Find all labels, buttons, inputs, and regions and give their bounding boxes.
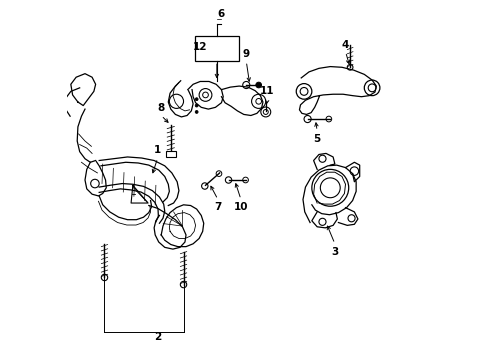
Circle shape [195,111,198,113]
Text: 11: 11 [260,86,274,96]
Circle shape [195,98,198,100]
Text: 6: 6 [217,9,224,19]
Circle shape [195,104,198,107]
Text: 7: 7 [214,202,221,212]
Text: 4: 4 [341,40,348,50]
Text: 1: 1 [154,145,161,155]
Text: 8: 8 [157,103,164,113]
Text: 10: 10 [233,202,248,212]
Text: 5: 5 [313,134,320,144]
Text: 9: 9 [242,49,249,59]
Circle shape [255,82,261,88]
FancyBboxPatch shape [165,150,175,157]
Text: 2: 2 [154,332,161,342]
Text: 12: 12 [193,42,207,52]
FancyBboxPatch shape [195,36,239,61]
Text: 3: 3 [330,247,338,257]
